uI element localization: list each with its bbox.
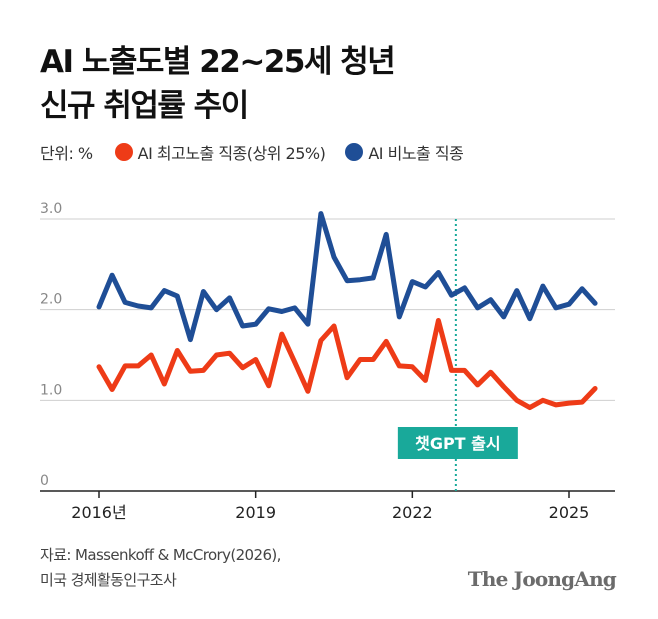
chart-title: AI 노출도별 22~25세 청년 신규 취업률 추이	[40, 40, 396, 128]
unit-label: 단위: %	[40, 144, 93, 163]
legend-item-low: AI 비노출 직종	[345, 140, 464, 164]
chart-legend: 단위: % AI 최고노출 직종(상위 25%) AI 비노출 직종	[40, 140, 464, 164]
y-tick-label: 3.0	[40, 201, 62, 217]
event-label-box	[397, 427, 518, 459]
source-line2: 미국 경제활동인구조사	[40, 571, 177, 589]
chart-title-line2: 신규 취업률 추이	[40, 88, 249, 124]
legend-label-low: AI 비노출 직종	[368, 144, 464, 163]
series-line-low	[96, 211, 598, 343]
y-tick-label: 2.0	[40, 292, 62, 308]
chart-title-line1: AI 노출도별 22~25세 청년	[40, 44, 396, 80]
event-label: 챗GPT 출시	[415, 434, 501, 453]
x-tick-label: 2025	[549, 503, 590, 522]
x-tick-label: 2016년	[71, 503, 126, 522]
y-tick-label: 0	[40, 473, 49, 489]
legend-label-high: AI 최고노출 직종(상위 25%)	[137, 144, 326, 163]
x-tick-label: 2019	[235, 503, 276, 522]
x-tick-label: 2022	[392, 503, 433, 522]
legend-swatch-high	[114, 143, 133, 161]
source-line1: 자료: Massenkoff & McCrory(2026),	[40, 546, 281, 564]
source-note: 자료: Massenkoff & McCrory(2026), 미국 경제활동인…	[40, 543, 281, 593]
legend-swatch-low	[345, 143, 364, 161]
brand-logo: The JoongAng	[467, 567, 617, 591]
y-tick-label: 1.0	[40, 382, 62, 398]
series-line-high	[96, 318, 598, 411]
legend-item-high: AI 최고노출 직종(상위 25%)	[114, 140, 326, 164]
